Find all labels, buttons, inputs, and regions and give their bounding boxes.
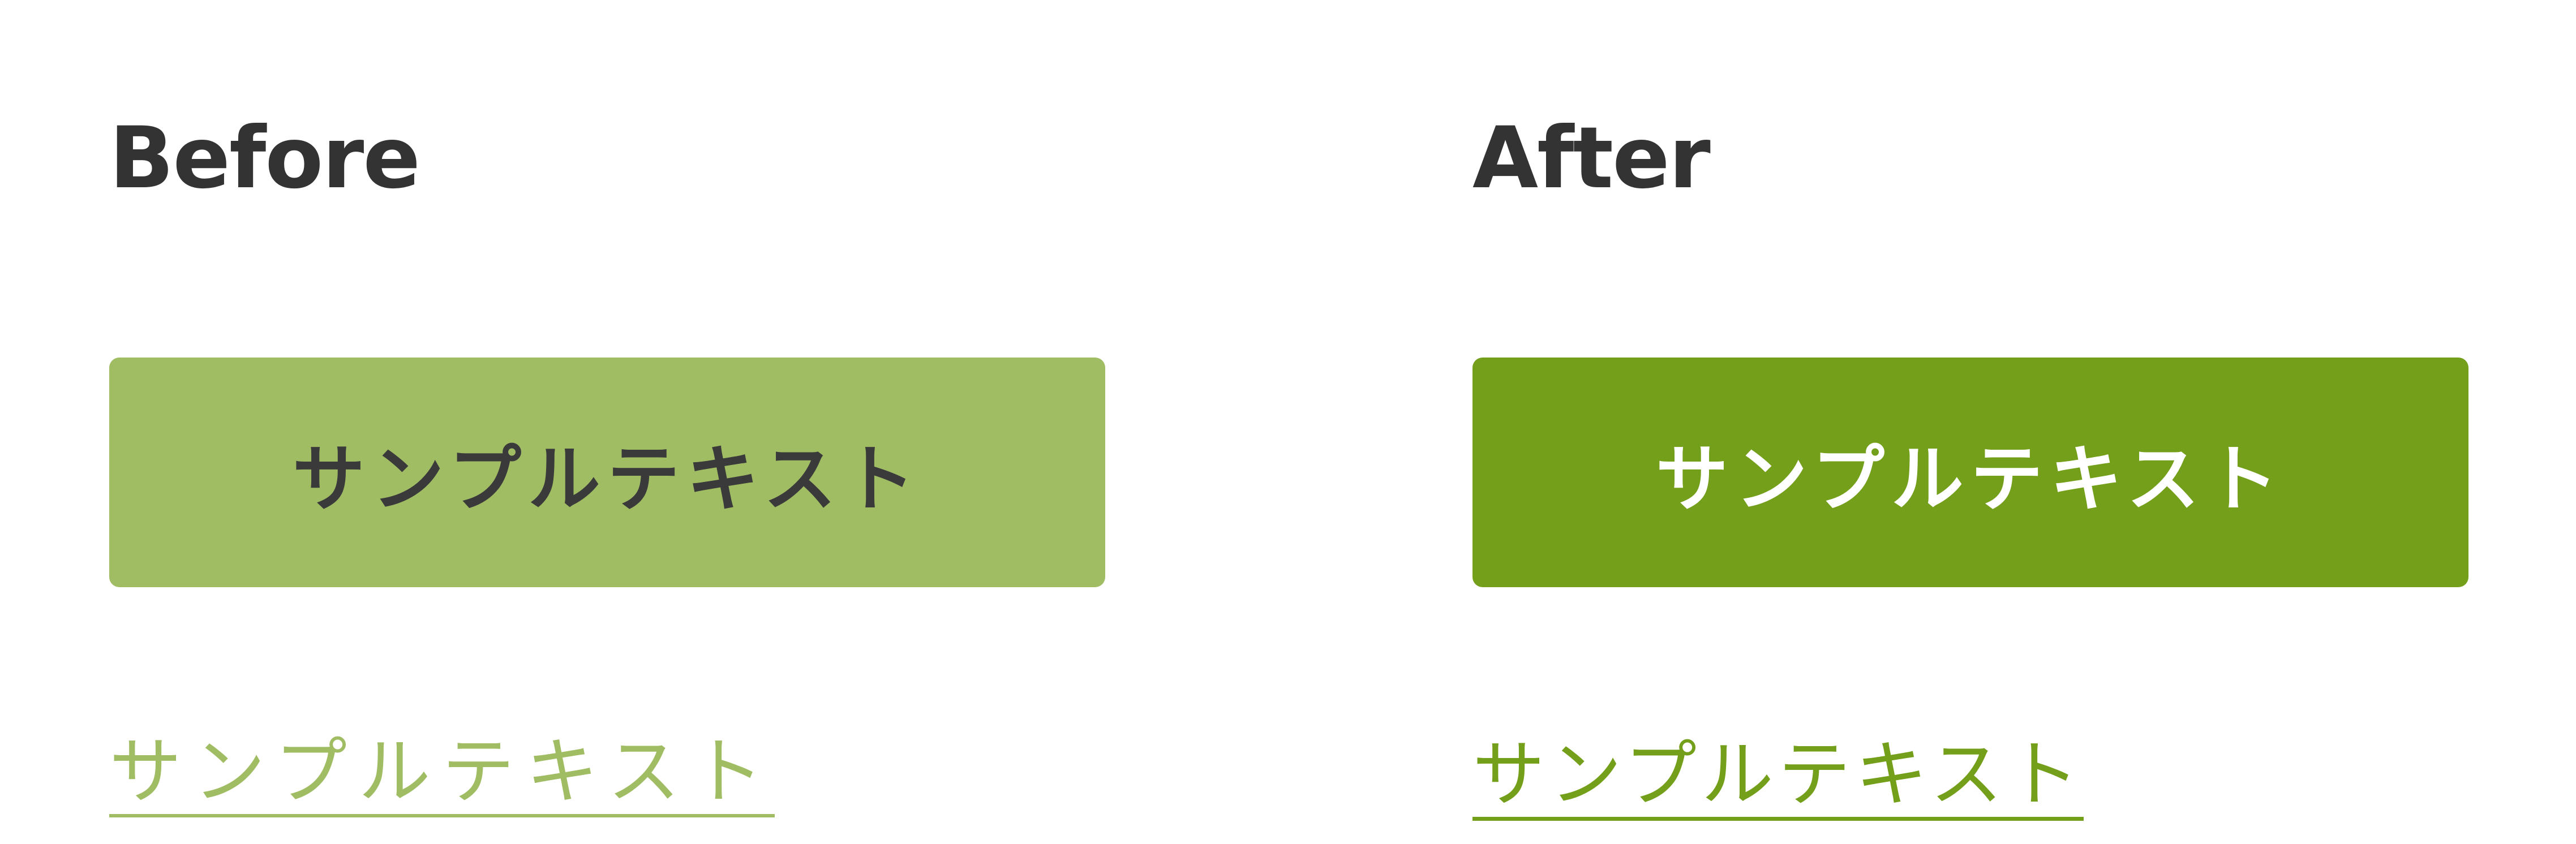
before-sample-button[interactable]: サンプルテキスト: [109, 358, 1105, 587]
before-sample-link[interactable]: サンプルテキスト: [109, 733, 775, 817]
after-heading: After: [1472, 109, 1711, 208]
before-heading: Before: [109, 109, 420, 208]
after-sample-button[interactable]: サンプルテキスト: [1472, 358, 2468, 587]
after-panel: After サンプルテキスト サンプルテキスト: [1472, 0, 2468, 844]
before-panel: Before サンプルテキスト サンプルテキスト: [109, 0, 1105, 844]
after-sample-link[interactable]: サンプルテキスト: [1472, 735, 2084, 821]
